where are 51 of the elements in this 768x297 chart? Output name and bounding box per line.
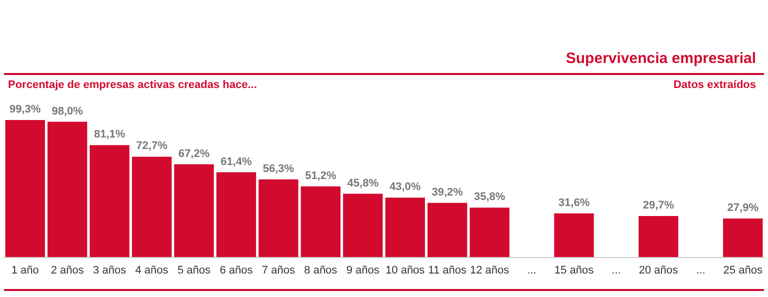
x-tick-label: 2 años — [50, 264, 84, 276]
x-tick-label: 11 años — [428, 264, 467, 276]
bar — [427, 202, 468, 257]
x-tick-label: 8 años — [304, 264, 338, 276]
data-label: 27,9% — [727, 202, 759, 214]
x-tick-label: ... — [527, 264, 536, 276]
x-tick-label: 9 años — [346, 264, 380, 276]
x-tick-label: 12 años — [470, 264, 510, 276]
bar — [132, 156, 172, 257]
bar — [90, 145, 130, 257]
x-tick-label: 4 años — [135, 264, 169, 276]
data-label: 98,0% — [52, 105, 84, 118]
data-label: 31,6% — [558, 196, 590, 209]
bar — [300, 186, 341, 257]
data-label: 61,4% — [220, 156, 252, 168]
data-label: 81,1% — [94, 128, 126, 141]
data-label: 99,3% — [10, 104, 41, 116]
x-tick-label: 3 años — [93, 264, 127, 276]
x-tick-label: ... — [612, 264, 621, 276]
bar — [638, 216, 678, 257]
data-label: 72,7% — [136, 140, 168, 152]
x-tick-label: 5 años — [177, 264, 212, 276]
data-label: 67,2% — [178, 148, 210, 160]
x-tick-label: 25 años — [723, 264, 763, 276]
bar — [343, 194, 383, 257]
x-tick-label: 6 años — [220, 264, 254, 276]
data-label: 35,8% — [474, 191, 506, 204]
bar — [216, 172, 256, 257]
bar — [554, 213, 594, 257]
chart-title: Supervivencia empresarial — [566, 50, 756, 67]
chart-subtitle: Porcentaje de empresas activas creadas hace... — [8, 79, 257, 91]
bar — [174, 164, 214, 257]
x-tick-label: 15 años — [554, 264, 594, 276]
data-label: 51,2% — [305, 170, 336, 182]
bar — [47, 122, 88, 257]
bar — [5, 120, 45, 257]
bar — [258, 179, 298, 257]
x-tick-label: 10 años — [386, 264, 426, 276]
x-tick-label: 1 año — [11, 264, 39, 276]
x-tick-label: 20 años — [638, 264, 679, 276]
data-label: 56,3% — [262, 162, 294, 175]
text: Datos extraídos — [673, 79, 756, 91]
bar — [723, 218, 763, 257]
bar — [470, 208, 510, 257]
data-label: 29,7% — [642, 200, 674, 212]
x-tick-label: ... — [696, 264, 706, 276]
bar — [385, 198, 425, 257]
data-label: 39,2% — [432, 186, 464, 198]
data-label: 45,8% — [347, 177, 379, 190]
data-label: 43,0% — [390, 181, 421, 194]
x-tick-label: 7 años — [262, 264, 296, 276]
